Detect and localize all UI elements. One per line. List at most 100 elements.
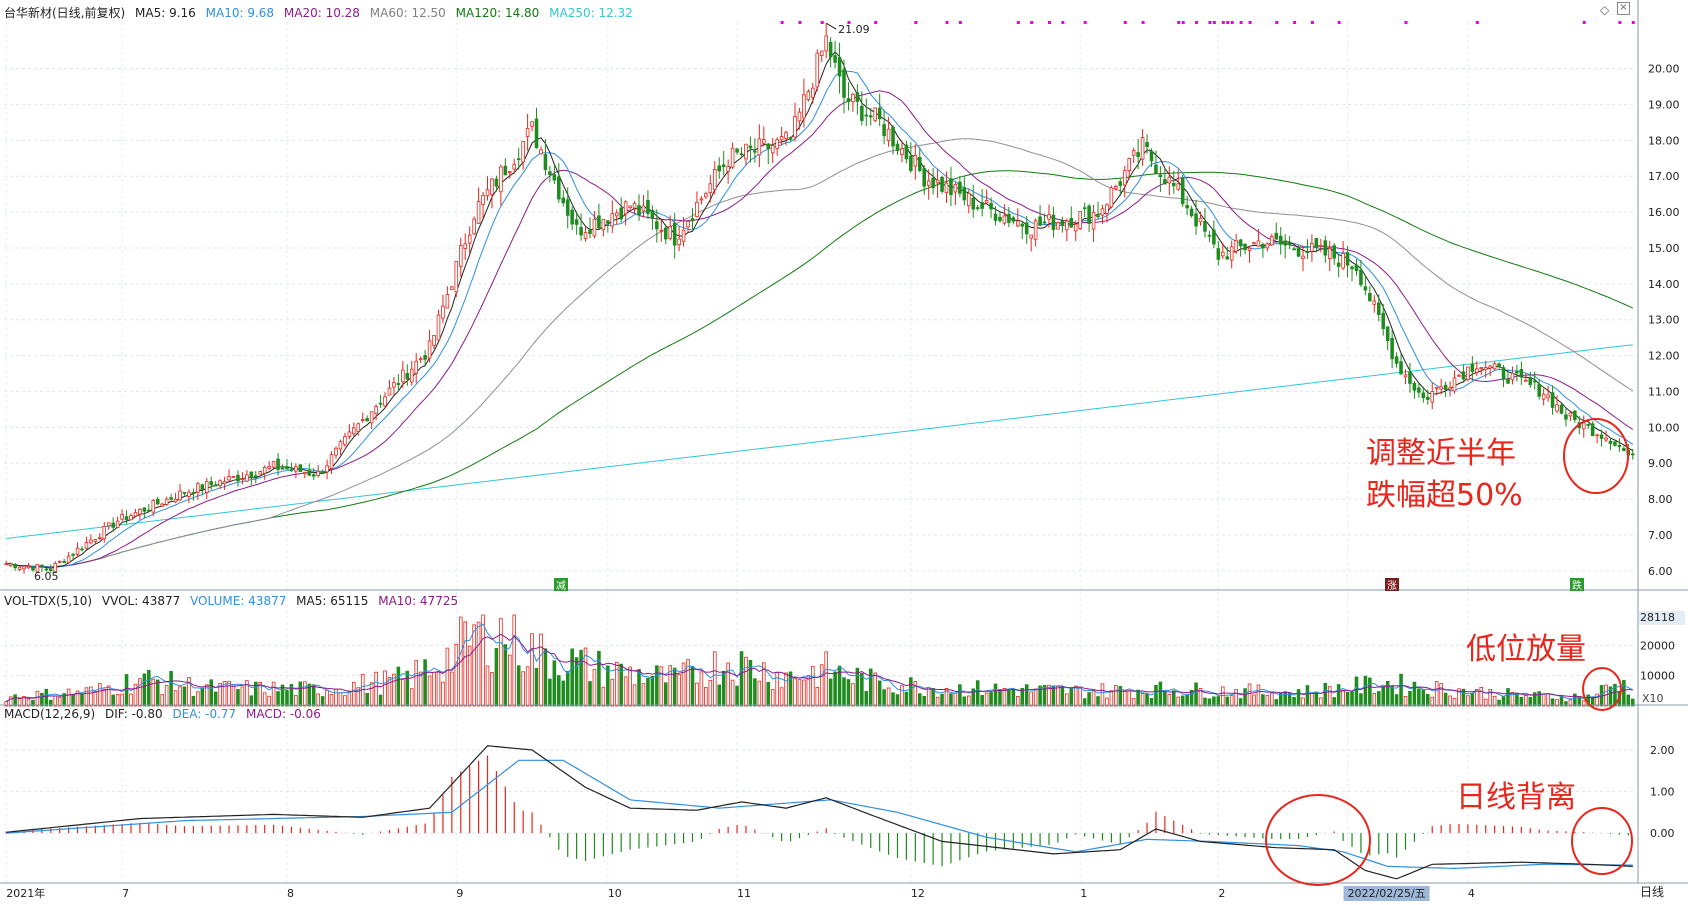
- candle-body: [178, 490, 182, 501]
- diamond-icon[interactable]: ◇: [1600, 3, 1610, 17]
- candle-body: [1394, 356, 1399, 364]
- candle-body: [365, 418, 369, 422]
- volume-bar: [271, 681, 276, 707]
- volume-bar: [1345, 692, 1350, 707]
- price-tick-label: 15.00: [1648, 242, 1680, 255]
- volume-bar: [1243, 688, 1247, 707]
- candle-body: [1399, 361, 1403, 375]
- candle-body: [378, 402, 383, 405]
- candle-body: [1470, 363, 1475, 373]
- volume-bar: [1194, 682, 1198, 707]
- volume-bar: [182, 686, 187, 707]
- volume-bar: [106, 685, 111, 707]
- volume-bar: [289, 683, 294, 707]
- volume-bar: [601, 686, 606, 707]
- candle-body: [476, 201, 481, 224]
- annotation-circle-macd-1: [1265, 794, 1371, 886]
- event-tag-3[interactable]: 跌: [1570, 578, 1584, 592]
- candle-body: [1176, 183, 1181, 190]
- macd-indicator-title[interactable]: MACD(12,26,9): [4, 707, 96, 721]
- candle-body: [877, 107, 882, 120]
- volume-bar: [895, 694, 900, 707]
- volume-bar: [1417, 688, 1421, 707]
- candle-body: [396, 383, 401, 385]
- ma250-line: [6, 344, 1633, 539]
- candle-body: [1109, 187, 1114, 208]
- volume-bar: [227, 680, 231, 707]
- candle-body: [258, 471, 263, 475]
- volume-bar: [1622, 680, 1626, 707]
- volume-bar: [441, 681, 445, 707]
- candle-body: [1011, 217, 1016, 222]
- candle-body: [1252, 242, 1256, 245]
- candle-body: [1319, 244, 1323, 247]
- candle-body: [1492, 363, 1497, 370]
- volume-bar: [1470, 693, 1475, 707]
- volume-bar: [1140, 693, 1145, 707]
- volume-bar: [860, 672, 864, 707]
- candle-body: [1608, 440, 1613, 444]
- candle-body: [601, 219, 606, 230]
- volume-bar: [1595, 693, 1599, 707]
- candle-body: [1604, 437, 1608, 441]
- candle-body: [690, 218, 695, 221]
- candle-body: [253, 475, 258, 478]
- candle-body: [463, 243, 468, 249]
- candle-body: [793, 116, 797, 138]
- volume-bar: [1225, 696, 1230, 707]
- close-icon[interactable]: ×: [1617, 2, 1630, 15]
- time-cursor-box: [1343, 886, 1430, 901]
- volume-bar: [548, 678, 552, 707]
- volume-indicator-title[interactable]: VOL-TDX(5,10): [4, 594, 93, 608]
- volume-legend: VOL-TDX(5,10) VVOL: 43877 VOLUME: 43877 …: [4, 594, 464, 608]
- volume-unit-label: X10: [1642, 692, 1664, 705]
- volume-bar: [877, 680, 882, 707]
- volume-bar: [387, 676, 392, 707]
- candle-body: [971, 197, 976, 210]
- annotation-circle-price: [1563, 418, 1629, 494]
- event-tag-2[interactable]: 涨: [1385, 578, 1399, 592]
- volume-bar: [646, 677, 650, 707]
- event-tag-1[interactable]: 减: [554, 578, 568, 592]
- period-label[interactable]: 日线: [1640, 885, 1665, 899]
- volume-bar: [1171, 690, 1176, 707]
- volume-bar: [868, 668, 873, 707]
- candle-body: [1595, 434, 1599, 437]
- volume-bar: [588, 681, 592, 707]
- candle-body: [704, 193, 708, 198]
- candle-body: [659, 229, 664, 232]
- volume-bar: [726, 662, 730, 707]
- candle-body: [1225, 256, 1230, 260]
- volume-bar: [1488, 689, 1492, 707]
- volume-bar: [512, 614, 517, 707]
- candle-body: [1350, 266, 1354, 270]
- volume-bar: [155, 679, 160, 707]
- candle-body: [1506, 378, 1510, 384]
- candle-body: [557, 176, 561, 200]
- volume-bar: [1180, 695, 1185, 707]
- ma60-line: [6, 138, 1634, 568]
- candle-body: [811, 87, 815, 98]
- candle-body: [1555, 404, 1559, 412]
- volume-bar: [793, 678, 797, 707]
- candle-body: [726, 166, 730, 172]
- candle-body: [1426, 396, 1430, 400]
- volume-bar: [971, 688, 976, 707]
- candle-body: [1559, 404, 1564, 414]
- volume-bar: [427, 675, 432, 707]
- volume-bar: [1238, 698, 1243, 707]
- candle-body: [1167, 176, 1172, 184]
- volume-bar: [797, 679, 802, 707]
- candle-body: [868, 115, 873, 118]
- volume-bar: [891, 692, 895, 707]
- volume-bar: [445, 647, 450, 707]
- signal-dot: [798, 21, 802, 24]
- candle-body: [530, 121, 534, 127]
- price-tick-label: 14.00: [1648, 278, 1680, 291]
- volume-bar: [753, 678, 757, 707]
- volume-bar: [686, 659, 690, 707]
- volume-bar: [828, 678, 833, 707]
- volume-bar: [267, 695, 271, 707]
